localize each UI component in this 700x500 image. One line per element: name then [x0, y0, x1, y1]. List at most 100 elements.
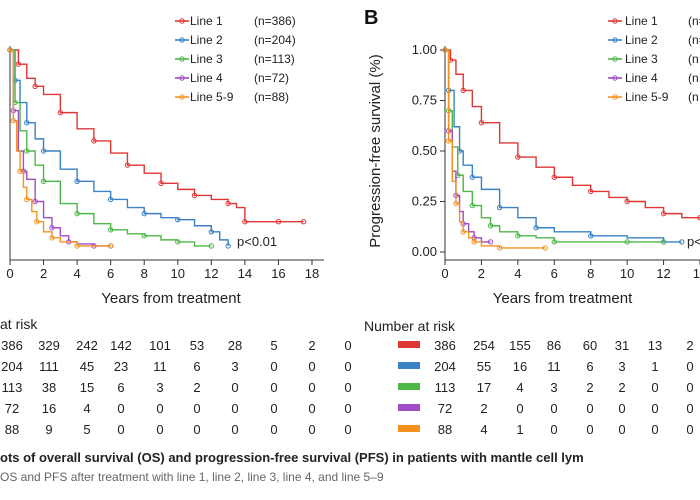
panel-b-risk-cell: 60 [583, 338, 597, 353]
panel-b-censor-mark [660, 210, 667, 217]
panel-a-legend-label: Line 5-9 [190, 90, 234, 104]
panel-b-risk-cell: 0 [651, 422, 658, 437]
panel-a-risk-cell: 111 [39, 359, 59, 374]
panel-a-censor-mark [91, 138, 97, 144]
panel-b-risk-row-swatch [398, 362, 420, 369]
panel-a-risk-cell: 15 [80, 380, 94, 395]
panel-a-x-tick-label: 18 [305, 266, 319, 281]
panel-a-risk-cell: 0 [344, 338, 351, 353]
panel-a-risk-table-title: at risk [0, 316, 38, 332]
panel-a-censor-mark [24, 148, 30, 154]
panel-b-y-tick-label: 0.00 [412, 244, 437, 259]
panel-a-x-tick-label: 12 [204, 266, 218, 281]
panel-a-risk-cell: 88 [5, 422, 19, 437]
panel-a-risk-cell: 5 [270, 338, 277, 353]
panel-a-risk-cell: 0 [156, 422, 163, 437]
panel-a-legend-marker [179, 94, 185, 100]
panel-b-legend-marker [612, 18, 618, 24]
panel-a-risk-cell: 11 [153, 359, 167, 374]
panel-a-legend-n: (n=386) [254, 14, 296, 28]
panel-a-x-tick-label: 16 [271, 266, 285, 281]
panel-b-censor-mark [471, 239, 477, 245]
panel-a-legend-n: (n=204) [254, 33, 296, 47]
panel-b-series-line-1-curve [445, 49, 700, 219]
panel-a-risk-cell: 386 [1, 338, 23, 353]
panel-a-censor-mark [208, 229, 215, 235]
panel-b-censor-mark [660, 239, 667, 245]
panel-b-censor-mark [588, 233, 594, 239]
panel-a-legend-marker [179, 75, 185, 81]
panel-b-legend-marker [612, 37, 618, 43]
panel-a-censor-mark [7, 47, 13, 53]
panel-b-censor-mark [515, 154, 521, 160]
panel-a-p-value: p<0.01 [237, 234, 277, 249]
panel-a-x-tick-label: 4 [73, 266, 80, 281]
panel-a-risk-cell: 4 [83, 401, 90, 416]
panel-b-risk-cell: 86 [547, 338, 561, 353]
panel-a-censor-mark [32, 198, 38, 205]
panel-a-risk-cell: 0 [231, 422, 238, 437]
panel-a-risk-cell: 28 [228, 338, 242, 353]
panel-a-risk-cell: 101 [149, 338, 171, 353]
panel-a-risk-cell: 0 [231, 401, 238, 416]
panel-a-x-tick-label: 2 [40, 266, 47, 281]
panel-b-legend-n: (n= [688, 33, 700, 47]
panel-b-risk-cell: 0 [686, 422, 693, 437]
panel-b-risk-cell: 2 [618, 380, 625, 395]
panel-b-censor-mark [679, 239, 685, 245]
panel-a-censor-mark [242, 219, 248, 225]
panel-b-risk-cell: 0 [618, 422, 625, 437]
panel-b-x-tick-label: 14 [693, 266, 700, 281]
panel-b-risk-cell: 0 [550, 422, 557, 437]
panel-a-risk-cell: 5 [83, 422, 90, 437]
panel-b-risk-cell: 3 [550, 380, 557, 395]
panel-b-risk-cell: 0 [586, 401, 593, 416]
panel-b-risk-cell: 0 [516, 401, 523, 416]
panel-a-censor-mark [107, 196, 114, 203]
panel-a-censor-mark [191, 192, 198, 199]
panel-a-legend-n: (n=88) [254, 90, 289, 104]
panel-a-censor-mark [141, 210, 147, 217]
panel-b-risk-cell: 155 [509, 338, 531, 353]
panel-a-censor-mark [10, 118, 17, 124]
panel-a-censor-mark [74, 243, 80, 249]
panel-a-censor-mark [17, 168, 23, 174]
panel-a-risk-cell: 2 [193, 380, 200, 395]
panel-b-risk-cell: 1 [651, 359, 658, 374]
panel-a-risk-cell: 113 [2, 380, 23, 395]
panel-b-risk-cell: 0 [651, 380, 658, 395]
panel-b-censor-mark [460, 87, 466, 94]
panel-b-risk-cell: 55 [477, 359, 491, 374]
panel-a-x-tick-label: 10 [171, 266, 185, 281]
panel-a-legend-n: (n=113) [254, 52, 295, 66]
panel-a-risk-cell: 3 [156, 380, 163, 395]
panel-b-censor-mark [460, 229, 466, 235]
panel-b-risk-cell: 4 [480, 422, 487, 437]
panel-b-censor-mark [478, 120, 485, 126]
panel-a-censor-mark [124, 162, 131, 168]
panel-a-legend-label: Line 3 [190, 52, 223, 66]
panel-a-risk-cell: 329 [38, 338, 60, 353]
panel-a-risk-cell: 0 [270, 422, 277, 437]
panel-a-risk-cell: 0 [231, 380, 238, 395]
panel-a-legend-label: Line 2 [190, 33, 223, 47]
panel-b-letter: B [364, 7, 378, 29]
panel-a-risk-cell: 0 [117, 401, 124, 416]
panel-b-censor-mark [542, 245, 548, 251]
panel-b-risk-cell: 88 [438, 422, 452, 437]
panel-a-risk-cell: 0 [308, 359, 315, 374]
panel-a-censor-mark [57, 109, 64, 116]
panel-a-risk-cell: 0 [193, 422, 200, 437]
panel-a-risk-cell: 0 [344, 359, 351, 374]
panel-b-x-tick-label: 0 [441, 266, 448, 281]
panel-a-risk-cell: 23 [114, 359, 128, 374]
panel-b-censor-mark [487, 223, 494, 229]
panel-a-series-line-2-curve [10, 49, 229, 246]
panel-b-legend-label: Line 5-9 [625, 90, 669, 104]
panel-a-risk-cell: 0 [270, 359, 277, 374]
panel-b-series-line-3-curve [445, 49, 664, 243]
panel-a-censor-mark [49, 235, 55, 241]
panel-b-risk-cell: 0 [651, 401, 658, 416]
panel-a-censor-mark [40, 148, 47, 154]
